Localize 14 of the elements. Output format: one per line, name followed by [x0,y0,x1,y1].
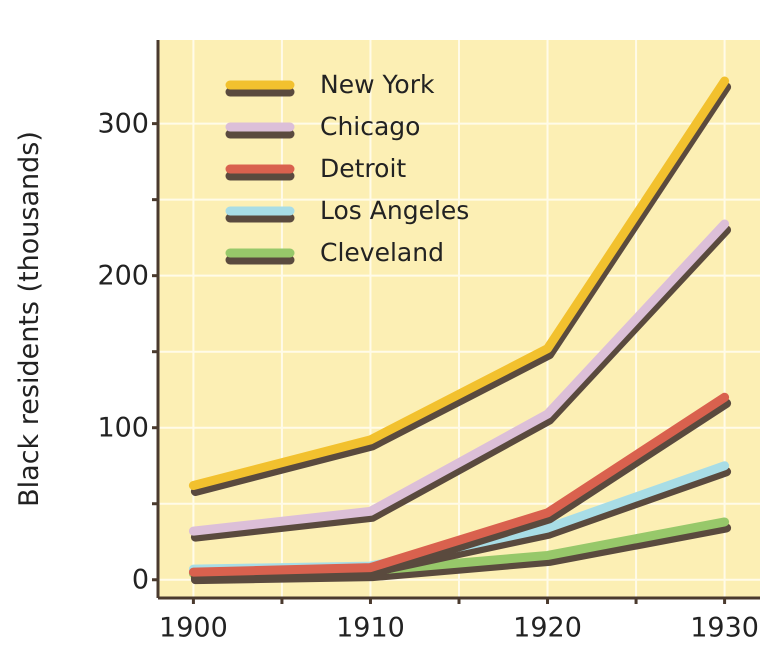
y-tick-label: 300 [97,108,149,140]
y-tick-label: 0 [132,564,149,596]
legend-label: New York [320,70,435,99]
legend-label: Chicago [320,112,420,141]
legend-label: Cleveland [320,238,444,267]
x-tick-label: 1900 [159,612,228,644]
x-tick-label: 1920 [513,612,582,644]
y-tick-label: 100 [97,412,149,444]
x-tick-label: 1930 [690,612,759,644]
x-tick-label: 1910 [336,612,405,644]
legend-label: Detroit [320,154,406,183]
legend-label: Los Angeles [320,196,470,225]
y-axis-title: Black residents (thousands) [14,131,45,507]
y-tick-label: 200 [97,260,149,292]
